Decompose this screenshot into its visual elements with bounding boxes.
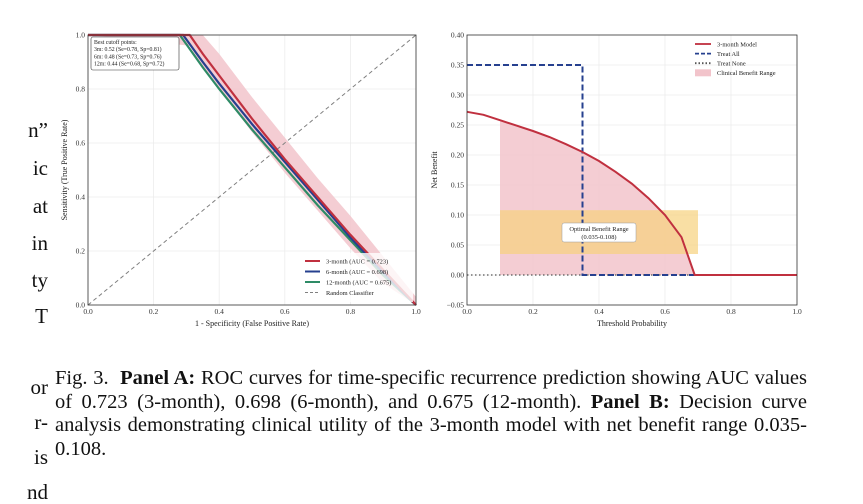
left-fragment: n” <box>28 118 48 142</box>
dca-x-tick-label: 1.0 <box>792 307 802 316</box>
dca-y-tick-label: 0.10 <box>451 211 464 220</box>
roc-x-axis-label: 1 - Specificity (False Positive Rate) <box>195 319 309 328</box>
panel-b-label: Panel B: <box>590 390 670 413</box>
dca-series-line <box>466 110 797 276</box>
optimal-label-line1: Optimal Benefit Range <box>569 226 628 233</box>
dca-y-tick-label: 0.15 <box>451 181 464 190</box>
dca-y-tick-label: 0.20 <box>451 151 464 160</box>
dca-plot-frame <box>466 34 798 306</box>
panel-a-text: ROC curves for time-specific recurrence … <box>55 367 808 413</box>
roc-y-tick-label: 0.2 <box>76 247 86 256</box>
roc-panel: 0.0 0.2 0.4 0.6 0.8 1.0 0.0 0.2 0.4 0.6 0.8 1.0 Best… <box>60 31 421 329</box>
dca-y-tick-label: 0.30 <box>451 91 464 100</box>
dca-x-tick-label: 0.0 <box>462 307 472 316</box>
dca-x-axis-label: Threshold Probability <box>597 319 667 328</box>
legend-label: Clinical Benefit Range <box>717 70 776 77</box>
legend-label: Random Classifier <box>326 290 375 297</box>
legend-label: 3-month (AUC = 0.723) <box>326 258 388 265</box>
dca-y-tick-label: 0.25 <box>451 121 464 130</box>
roc-cutoff-annotation: Best cutoff points:3m: 0.52 (Se=0.78, Sp… <box>90 36 180 71</box>
roc-x-tick-label: 0.6 <box>280 307 290 316</box>
left-fragment: or <box>30 375 49 399</box>
left-fragment: ty <box>31 268 48 292</box>
dca-panel: 0.0 0.2 0.4 0.6 0.8 1.0 −0.05 0.00 0.05 0.10 0.15 0… <box>430 31 802 329</box>
annotation-line: 12m: 0.44 (Se=0.68, Sp=0.72) <box>94 61 165 68</box>
annotation-line: Best cutoff points: <box>94 39 137 46</box>
roc-x-tick-label: 0.2 <box>149 307 159 316</box>
dca-y-axis-label: Net Benefit <box>430 151 439 189</box>
figure-caption: Fig. 3. Panel A: ROC curves for time-spe… <box>55 367 807 461</box>
roc-x-tick-label: 0.4 <box>215 307 225 316</box>
previous-column-text: n” ic at in ty T or r- is nd <box>0 0 48 504</box>
roc-y-axis-label: Sensitivity (True Positive Rate) <box>60 119 69 220</box>
left-fragment: ic <box>32 156 48 180</box>
dca-series-line <box>467 64 797 276</box>
legend-swatch <box>695 69 711 77</box>
dca-legend: 3-month Model Treat All Treat None Clinical… <box>695 41 776 77</box>
left-fragment: r- <box>34 410 48 434</box>
roc-y-tick-label: 0.0 <box>76 301 86 310</box>
dca-y-tick-label: −0.05 <box>447 301 465 310</box>
figure-3: 0.0 0.2 0.4 0.6 0.8 1.0 0.0 0.2 0.4 0.6 0.8 1.0 Best… <box>60 31 802 329</box>
optimal-label-box <box>561 222 637 243</box>
roc-legend: 3-month (AUC = 0.723) 6-month (AUC = 0.69… <box>301 253 413 302</box>
legend-label: 3-month Model <box>717 41 757 48</box>
roc-y-tick-label: 0.4 <box>76 193 86 202</box>
legend-label: 12-month (AUC = 0.675) <box>326 279 391 286</box>
left-fragment: at <box>32 194 48 218</box>
dca-y-tick-label: 0.00 <box>451 271 464 280</box>
dca-y-tick-label: 0.05 <box>451 241 464 250</box>
figure-label: Fig. 3. <box>55 367 109 389</box>
roc-y-tick-label: 0.8 <box>76 85 86 94</box>
panel-b-text: Decision curve analysis demonstrating cl… <box>55 390 808 460</box>
roc-plot-frame <box>87 34 417 306</box>
left-fragment: is <box>33 445 48 469</box>
roc-x-tick-label: 0.0 <box>83 307 93 316</box>
dca-x-tick-label: 0.2 <box>528 307 538 316</box>
roc-y-tick-label: 1.0 <box>76 31 86 40</box>
annotation-line: 6m: 0.48 (Se=0.73, Sp=0.76) <box>94 53 162 60</box>
dca-x-tick-label: 0.8 <box>726 307 736 316</box>
roc-series-line <box>87 34 417 306</box>
panel-a-label: Panel A: <box>120 367 196 389</box>
left-fragment: T <box>35 304 48 328</box>
dca-x-tick-label: 0.4 <box>594 307 604 316</box>
dca-y-tick-label: 0.35 <box>451 61 464 70</box>
legend-label: Treat All <box>717 51 740 58</box>
roc-x-tick-label: 0.8 <box>346 307 356 316</box>
dca-y-tick-label: 0.40 <box>451 31 464 40</box>
left-fragment: in <box>31 231 48 255</box>
annotation-box <box>90 36 180 71</box>
dca-x-tick-label: 0.6 <box>660 307 670 316</box>
roc-x-tick-label: 1.0 <box>411 307 421 316</box>
legend-label: 6-month (AUC = 0.698) <box>326 269 388 276</box>
annotation-line: 3m: 0.52 (Se=0.78, Sp=0.81) <box>94 46 162 53</box>
roc-series-line <box>88 33 417 306</box>
roc-y-tick-label: 0.6 <box>76 139 86 148</box>
optimal-label-line2: (0.035-0.108) <box>581 234 616 241</box>
left-fragment: nd <box>27 480 48 504</box>
legend-label: Treat None <box>717 61 746 68</box>
